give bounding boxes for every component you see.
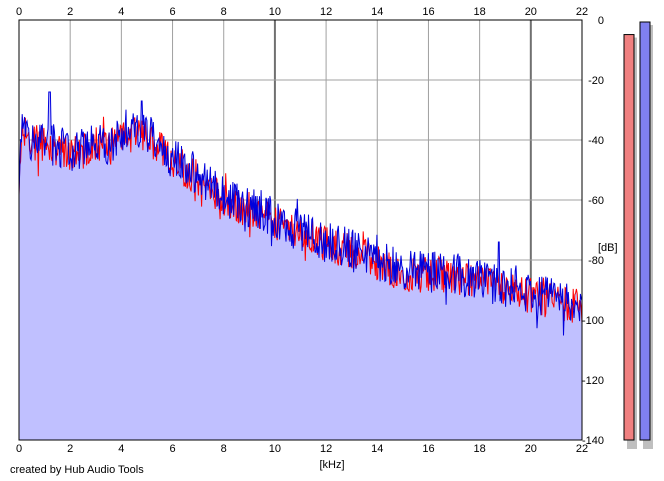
x-tick-top-4: 4 — [118, 6, 124, 18]
meter-right — [639, 21, 651, 441]
x-tick-bottom-4: 4 — [118, 443, 124, 455]
x-tick-top-0: 0 — [16, 6, 22, 18]
x-tick-bottom-2: 2 — [67, 443, 73, 455]
x-tick-top-6: 6 — [169, 6, 175, 18]
series-line-right — [18, 91, 583, 336]
y-axis-label: [dB] — [598, 242, 618, 254]
level-meters — [623, 21, 653, 449]
spectrum-fill — [19, 92, 582, 440]
x-tick-bottom-10: 10 — [269, 443, 281, 455]
x-tick-top-2: 2 — [67, 6, 73, 18]
x-tick-bottom-22: 22 — [576, 443, 588, 455]
x-tick-labels-top: 0 2 4 6 8 10 12 14 16 18 20 22 — [16, 6, 588, 18]
x-tick-bottom-8: 8 — [221, 443, 227, 455]
credit-text: created by Hub Audio Tools — [10, 464, 144, 476]
y-tick--40: -40 — [588, 135, 604, 147]
x-tick-bottom-18: 18 — [474, 443, 486, 455]
meter-left — [623, 34, 635, 441]
x-tick-top-14: 14 — [371, 6, 383, 18]
y-tick--20: -20 — [588, 75, 604, 87]
x-tick-top-22: 22 — [576, 6, 588, 18]
x-tick-top-20: 20 — [525, 6, 537, 18]
x-tick-bottom-20: 20 — [525, 443, 537, 455]
y-tick--140: -140 — [582, 435, 604, 447]
x-tick-top-18: 18 — [474, 6, 486, 18]
x-tick-labels-bottom: 0 2 4 6 8 10 12 14 16 18 20 22 — [16, 443, 588, 455]
y-tick-labels: 0 -20 -40 -60 -80 -100 -120 -140 — [582, 15, 604, 447]
x-tick-bottom-0: 0 — [16, 443, 22, 455]
x-tick-top-16: 16 — [422, 6, 434, 18]
y-tick-0: 0 — [598, 15, 604, 27]
plot-frame — [18, 19, 583, 441]
x-tick-top-10: 10 — [269, 6, 281, 18]
y-tick--80: -80 — [588, 255, 604, 267]
x-tick-bottom-6: 6 — [169, 443, 175, 455]
y-tick--100: -100 — [582, 315, 604, 327]
x-tick-top-8: 8 — [221, 6, 227, 18]
x-tick-bottom-12: 12 — [320, 443, 332, 455]
x-tick-bottom-14: 14 — [371, 443, 383, 455]
x-tick-bottom-16: 16 — [422, 443, 434, 455]
y-tick--60: -60 — [588, 195, 604, 207]
x-tick-top-12: 12 — [320, 6, 332, 18]
x-axis-label: [kHz] — [319, 459, 344, 471]
y-tick--120: -120 — [582, 375, 604, 387]
